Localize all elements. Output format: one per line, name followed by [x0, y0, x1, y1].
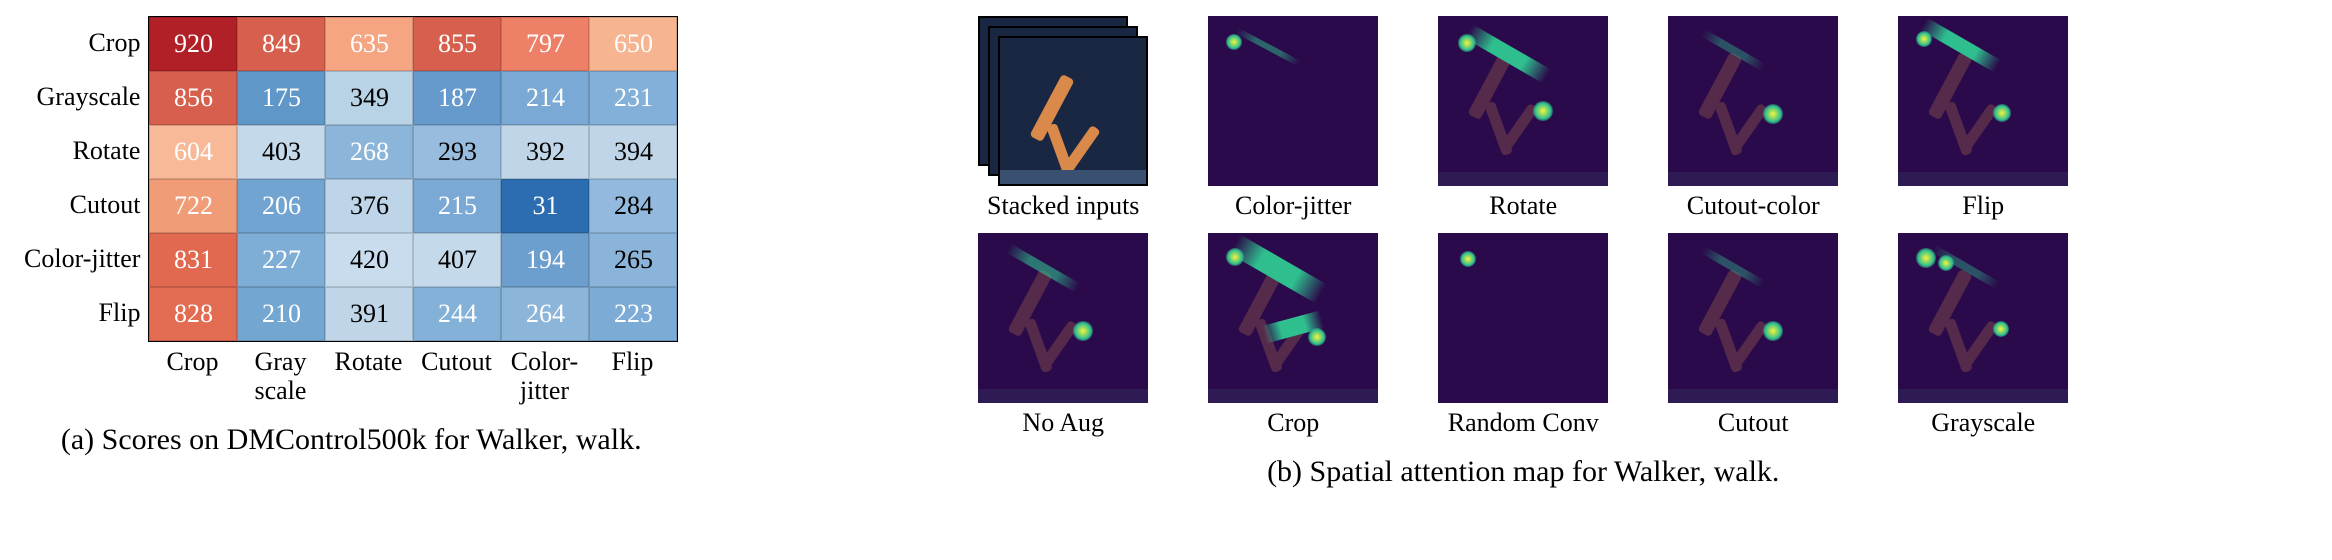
heatmap-cell: 849: [237, 17, 325, 71]
thumb-label: Stacked inputs: [987, 192, 1139, 221]
thumb-label: No Aug: [1022, 409, 1104, 438]
heatmap-cell: 855: [413, 17, 501, 71]
heatmap-cell: 420: [325, 233, 413, 287]
thumb: [1668, 16, 1838, 186]
heatmap-grid: 9208496358557976508561753491872142316044…: [148, 16, 678, 342]
heatmap-cell: 175: [237, 71, 325, 125]
col-label: Color-jitter: [500, 342, 588, 405]
attn-rotate: Rotate: [1423, 16, 1623, 221]
heatmap-cell: 920: [149, 17, 237, 71]
heatmap-cell: 227: [237, 233, 325, 287]
heatmap-cell: 392: [501, 125, 589, 179]
row-label: Crop: [88, 16, 140, 70]
thumb-label: Flip: [1962, 192, 2004, 221]
attention-grid: Stacked inputs Color-jitter Rotate: [963, 16, 2083, 437]
stacked-inputs-thumb: [978, 16, 1148, 186]
thumb: [1668, 233, 1838, 403]
thumb: [1208, 233, 1378, 403]
heatmap-cell: 187: [413, 71, 501, 125]
col-label: Grayscale: [236, 342, 324, 405]
heatmap-cell: 223: [589, 287, 677, 341]
panel-b: Stacked inputs Color-jitter Rotate: [738, 16, 2308, 489]
row-label: Color-jitter: [24, 232, 140, 286]
heatmap-cell: 244: [413, 287, 501, 341]
panel-a: Crop Grayscale Rotate Cutout Color-jitte…: [24, 16, 678, 457]
heatmap-cell: 394: [589, 125, 677, 179]
attn-color-jitter: Color-jitter: [1193, 16, 1393, 221]
col-label: Cutout: [412, 342, 500, 405]
heatmap-cell: 604: [149, 125, 237, 179]
thumb: [1438, 16, 1608, 186]
heatmap-cell: 265: [589, 233, 677, 287]
attn-flip: Flip: [1883, 16, 2083, 221]
thumb: [1208, 16, 1378, 186]
thumb-label: Grayscale: [1931, 409, 2035, 438]
row-label: Cutout: [70, 178, 141, 232]
heatmap-cell: 268: [325, 125, 413, 179]
thumb: [1898, 233, 2068, 403]
heatmap-cell: 828: [149, 287, 237, 341]
attn-stacked-inputs: Stacked inputs: [963, 16, 1163, 221]
attn-cutout-color: Cutout-color: [1653, 16, 1853, 221]
heatmap-cell: 376: [325, 179, 413, 233]
heatmap-cell: 650: [589, 17, 677, 71]
col-label: Crop: [148, 342, 236, 405]
heatmap-cell: 284: [589, 179, 677, 233]
row-label: Flip: [99, 286, 141, 340]
heatmap-cell: 722: [149, 179, 237, 233]
thumb: [1438, 233, 1608, 403]
heatmap-cell: 210: [237, 287, 325, 341]
heatmap-cell: 635: [325, 17, 413, 71]
heatmap-container: Crop Grayscale Rotate Cutout Color-jitte…: [24, 16, 678, 405]
heatmap-cell: 831: [149, 233, 237, 287]
attn-no-aug: No Aug: [963, 233, 1163, 438]
heatmap-row-labels: Crop Grayscale Rotate Cutout Color-jitte…: [24, 16, 148, 340]
heatmap-cell: 391: [325, 287, 413, 341]
thumb-label: Cutout-color: [1687, 192, 1820, 221]
thumb-label: Cutout: [1718, 409, 1789, 438]
thumb-label: Random Conv: [1448, 409, 1599, 438]
heatmap-cell: 407: [413, 233, 501, 287]
thumb: [978, 233, 1148, 403]
attn-random-conv: Random Conv: [1423, 233, 1623, 438]
thumb-label: Color-jitter: [1235, 192, 1351, 221]
heatmap-cell: 856: [149, 71, 237, 125]
thumb-label: Rotate: [1489, 192, 1557, 221]
heatmap-cell: 403: [237, 125, 325, 179]
heatmap-cell: 214: [501, 71, 589, 125]
heatmap-cell: 194: [501, 233, 589, 287]
thumb: [1898, 16, 2068, 186]
attn-cutout: Cutout: [1653, 233, 1853, 438]
heatmap-grid-wrap: 9208496358557976508561753491872142316044…: [148, 16, 678, 405]
heatmap-cell: 797: [501, 17, 589, 71]
heatmap-cell: 293: [413, 125, 501, 179]
row-label: Grayscale: [37, 70, 141, 124]
heatmap-cell: 264: [501, 287, 589, 341]
heatmap-cell: 231: [589, 71, 677, 125]
heatmap-cell: 349: [325, 71, 413, 125]
attn-grayscale: Grayscale: [1883, 233, 2083, 438]
heatmap-cell: 31: [501, 179, 589, 233]
caption-a: (a) Scores on DMControl500k for Walker, …: [61, 423, 642, 457]
col-label: Rotate: [324, 342, 412, 405]
heatmap-col-labels: CropGrayscaleRotateCutoutColor-jitterFli…: [148, 342, 678, 405]
caption-b: (b) Spatial attention map for Walker, wa…: [1267, 455, 1779, 489]
thumb-label: Crop: [1267, 409, 1319, 438]
heatmap-cell: 206: [237, 179, 325, 233]
attn-crop: Crop: [1193, 233, 1393, 438]
col-label: Flip: [588, 342, 676, 405]
row-label: Rotate: [73, 124, 141, 178]
heatmap-cell: 215: [413, 179, 501, 233]
